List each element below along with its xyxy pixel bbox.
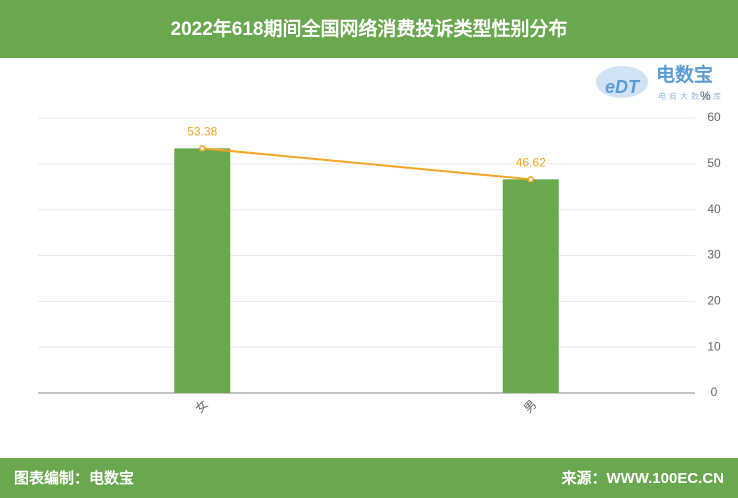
data-label: 46.62 bbox=[516, 155, 546, 169]
y-tick-label: 30 bbox=[707, 248, 721, 262]
y-unit: % bbox=[700, 89, 711, 103]
logo-tagline: 电商大数据库 bbox=[658, 91, 724, 101]
chart-title: 2022年618期间全国网络消费投诉类型性别分布 bbox=[171, 17, 568, 40]
y-tick-label: 50 bbox=[707, 156, 721, 170]
logo-mark: eDT bbox=[605, 77, 641, 97]
footer-left: 图表编制：电数宝 bbox=[14, 469, 134, 487]
x-tick-label: 男 bbox=[521, 397, 539, 415]
y-tick-label: 0 bbox=[711, 385, 718, 399]
line-point bbox=[199, 145, 206, 152]
bar bbox=[174, 148, 231, 393]
bar bbox=[502, 179, 559, 393]
footer-right: 来源：WWW.100EC.CN bbox=[560, 469, 724, 487]
x-tick-label: 女 bbox=[192, 397, 211, 416]
logo-cloud bbox=[596, 66, 648, 98]
line-point bbox=[527, 176, 534, 183]
header-bar bbox=[0, 0, 738, 58]
y-tick-label: 10 bbox=[707, 339, 721, 353]
y-tick-label: 60 bbox=[707, 110, 721, 124]
data-label: 53.38 bbox=[187, 125, 217, 139]
logo-name: 电数宝 bbox=[656, 63, 713, 86]
line bbox=[202, 147, 531, 181]
y-tick-label: 20 bbox=[707, 294, 721, 308]
footer-bar bbox=[0, 458, 738, 498]
y-tick-label: 40 bbox=[707, 202, 721, 216]
